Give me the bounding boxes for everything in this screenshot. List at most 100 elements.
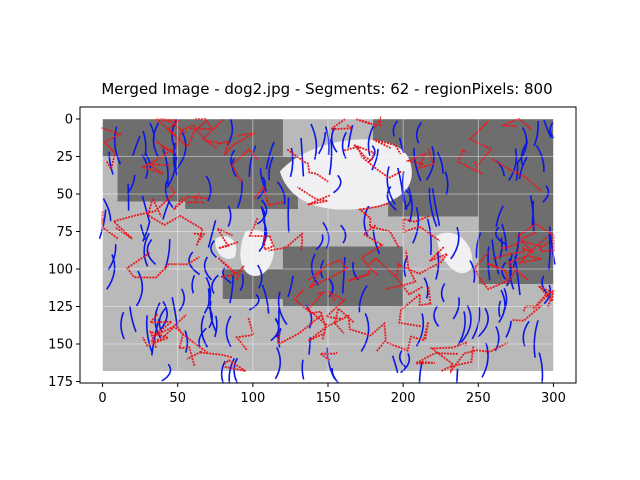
flow-curve [324, 126, 330, 155]
segment-boundary [326, 314, 387, 352]
flow-curve [506, 258, 513, 287]
image-dark-region [388, 156, 554, 217]
flow-curve [509, 253, 515, 290]
segmented-image [98, 115, 556, 383]
flow-curve [127, 183, 130, 211]
flow-curve [331, 367, 340, 383]
flow-curve [360, 312, 370, 352]
flow-curve [518, 156, 528, 180]
flow-curve [261, 284, 270, 314]
x-tick-label: 200 [391, 391, 416, 406]
segment-boundary [395, 263, 423, 296]
flow-curve [102, 198, 112, 222]
segment-boundary [457, 149, 483, 175]
y-axis: 0 25 50 75 100 125 150 175 [48, 113, 80, 390]
segment-boundary [440, 346, 475, 372]
flow-curve [495, 226, 506, 245]
flow-curve [517, 127, 528, 164]
segment-boundary [215, 226, 239, 250]
flow-curve [469, 260, 476, 283]
segment-boundary [186, 350, 233, 360]
flow-curve [423, 277, 429, 299]
flow-curve [207, 220, 217, 248]
flow-curve [452, 297, 460, 320]
flow-curve [203, 276, 212, 314]
flow-curve [367, 125, 375, 156]
x-tick-label: 0 [98, 391, 106, 406]
segment-boundary [317, 352, 338, 361]
flow-curve [175, 131, 187, 170]
flow-curve [113, 126, 122, 165]
segment-boundary [491, 158, 542, 192]
flow-curve [228, 358, 236, 383]
flow-curve [145, 315, 153, 353]
flow-curve [322, 221, 330, 249]
flow-curve [333, 174, 342, 194]
y-tick-label: 175 [48, 375, 73, 390]
flow-curve [407, 187, 413, 223]
y-tick-label: 25 [56, 150, 73, 165]
flow-curve [340, 224, 347, 244]
flow-curve [161, 363, 172, 382]
flow-curve [435, 251, 440, 280]
flow-curve [477, 307, 489, 338]
flow-curve [141, 195, 151, 222]
segment-boundary [202, 118, 225, 150]
segment-boundary [343, 145, 402, 180]
flow-curve [415, 121, 423, 144]
segment-boundary [125, 252, 200, 279]
segment-boundary [348, 267, 378, 282]
flow-curve [289, 147, 294, 178]
flow-curve [491, 239, 500, 275]
flow-curve [549, 122, 555, 139]
segment-boundary [415, 352, 458, 365]
segment-boundary [396, 246, 451, 275]
flow-curve [444, 171, 449, 196]
flow-curve [498, 300, 502, 318]
flow-curve [456, 368, 459, 383]
flow-curve [229, 275, 234, 304]
flow-curve [132, 135, 141, 156]
flow-curve [135, 270, 144, 307]
segment-boundary [286, 148, 329, 183]
x-tick-label: 100 [240, 391, 265, 406]
flow-curve [529, 195, 535, 232]
flow-curve [210, 240, 217, 258]
flow-curve [164, 239, 171, 271]
flow-curve [392, 120, 399, 137]
y-tick-label: 100 [48, 263, 73, 278]
segment-boundary [385, 250, 417, 290]
flow-curve [403, 255, 409, 277]
flow-curve [276, 181, 286, 205]
flow-curve [391, 355, 399, 374]
flow-curve [386, 186, 398, 211]
image-dark-region [102, 119, 283, 157]
segment-boundary [111, 186, 176, 240]
flow-curve [418, 361, 423, 383]
flow-curve [426, 218, 433, 255]
flow-curve [347, 124, 354, 148]
segment-boundary [150, 325, 208, 354]
segment-boundary [506, 246, 542, 281]
flow-curve [106, 254, 116, 290]
flow-curve [126, 174, 136, 195]
segment-boundary [192, 232, 206, 243]
flow-curve [398, 350, 407, 369]
segment-boundary [248, 217, 275, 251]
flow-curve [440, 283, 446, 303]
x-tick-label: 50 [169, 391, 186, 406]
segment-boundary [155, 140, 174, 155]
segment-boundary [172, 195, 208, 211]
flow-curve [533, 120, 539, 147]
flow-curve [515, 161, 519, 181]
flow-curve [508, 148, 518, 182]
flow-curve [227, 205, 232, 227]
flow-curve [431, 188, 441, 226]
flow-curve [231, 157, 237, 178]
flow-curve [358, 285, 368, 313]
segment-boundary [253, 185, 284, 207]
segment-boundary [449, 341, 508, 374]
segment-boundary [176, 325, 196, 366]
flow-curve [257, 264, 263, 289]
